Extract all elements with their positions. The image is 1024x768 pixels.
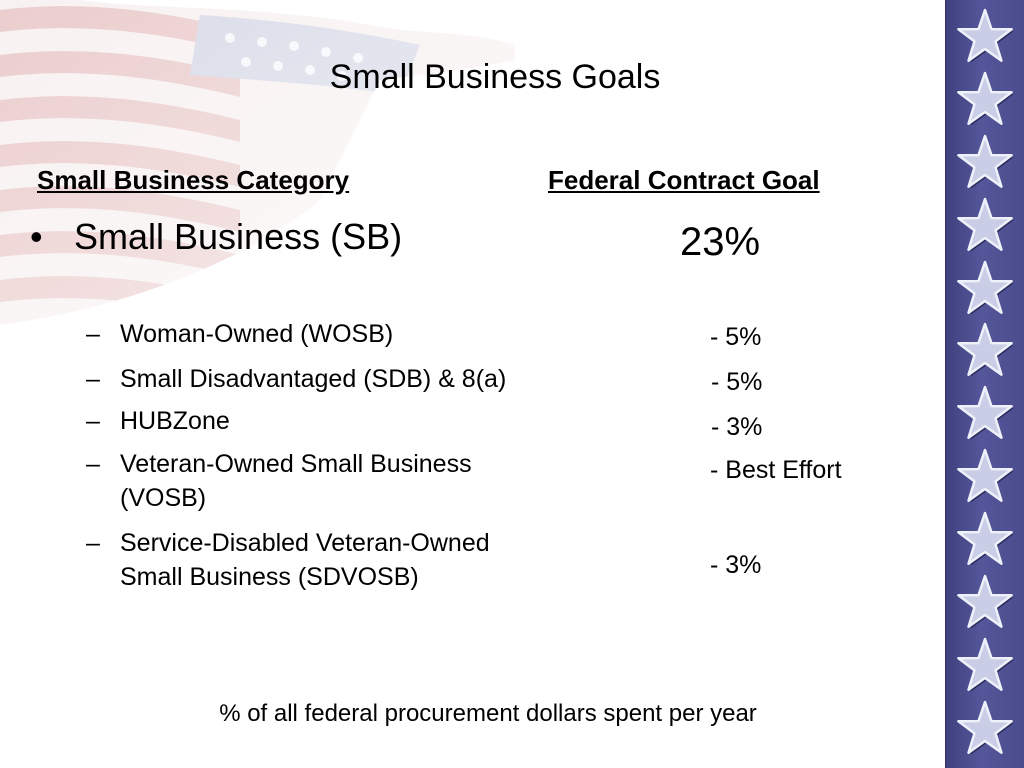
subcategory-goal: - 5%	[711, 368, 763, 396]
column-header-goal: Federal Contract Goal	[548, 165, 820, 195]
page-title: Small Business Goals	[329, 58, 661, 96]
dash-icon: –	[86, 529, 100, 557]
star-icon	[957, 385, 1014, 440]
dash-icon: –	[86, 450, 100, 478]
subcategory-label: Woman-Owned (WOSB)	[120, 320, 394, 348]
dash-icon: –	[86, 407, 100, 435]
flag-watermark	[0, 0, 520, 330]
main-category-label: Small Business (SB)	[74, 216, 403, 257]
star-icon	[957, 574, 1014, 629]
bullet-icon: •	[30, 216, 43, 257]
subcategory-goal: - 3%	[711, 413, 763, 441]
subcategory-label-line2: (VOSB)	[120, 484, 207, 512]
star-icon	[957, 134, 1014, 189]
footer-note: % of all federal procurement dollars spe…	[219, 700, 757, 727]
star-icon	[957, 71, 1014, 126]
subcategory-label: HUBZone	[120, 407, 230, 435]
star-icon	[957, 448, 1014, 503]
star-icon	[957, 322, 1014, 377]
star-icon	[957, 637, 1014, 692]
subcategory-label: Veteran-Owned Small Business	[120, 450, 472, 478]
main-category-goal: 23%	[680, 220, 761, 264]
star-icon	[957, 511, 1014, 566]
subcategory-goal: - 3%	[710, 551, 762, 579]
subcategory-label: Small Disadvantaged (SDB) & 8(a)	[120, 365, 507, 393]
subcategory-label: Service-Disabled Veteran-Owned	[120, 529, 490, 557]
star-icon	[957, 700, 1014, 755]
star-strip	[945, 0, 1024, 768]
star-icon	[957, 8, 1014, 63]
star-icon	[957, 260, 1014, 315]
star-icon	[957, 197, 1014, 252]
subcategory-goal: - 5%	[710, 323, 762, 351]
subcategory-goal: - Best Effort	[710, 456, 842, 484]
dash-icon: –	[86, 320, 100, 348]
dash-icon: –	[86, 365, 100, 393]
column-header-category: Small Business Category	[37, 165, 350, 195]
subcategory-label-line2: Small Business (SDVOSB)	[120, 563, 419, 591]
main-category-item: • Small Business (SB)	[30, 216, 402, 258]
